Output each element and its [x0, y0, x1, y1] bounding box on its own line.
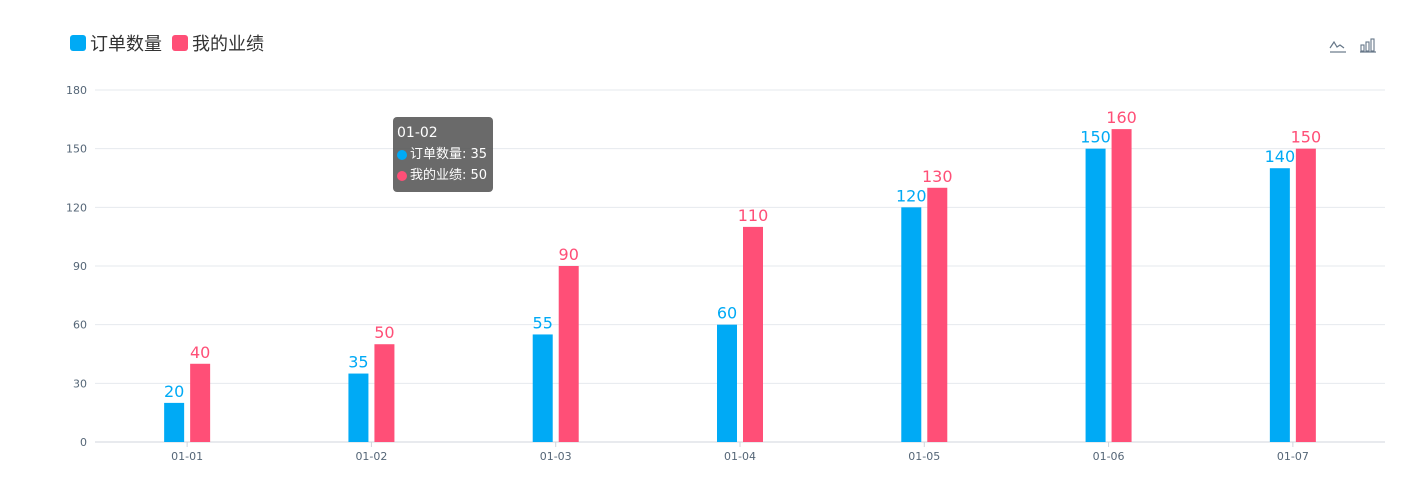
data-label: 55: [533, 313, 553, 332]
legend: 订单数量 我的业绩: [70, 30, 264, 56]
y-tick-label: 90: [73, 260, 87, 273]
legend-swatch-performance: [172, 35, 188, 51]
bar: [1111, 129, 1132, 442]
bar: [348, 373, 369, 442]
x-tick-label: 01-05: [908, 450, 940, 463]
y-tick-label: 60: [73, 319, 87, 332]
x-tick-label: 01-07: [1277, 450, 1309, 463]
data-label: 120: [896, 186, 927, 205]
data-label: 160: [1106, 108, 1137, 127]
tooltip-row-orders: 订单数量: 35: [397, 144, 487, 165]
data-label: 140: [1265, 147, 1296, 166]
tooltip-dot-orders: [397, 149, 407, 160]
bar: [532, 334, 553, 442]
data-label: 20: [164, 382, 184, 401]
tooltip-title: 01-02: [397, 125, 438, 141]
x-tick-label: 01-06: [1093, 450, 1125, 463]
data-label: 110: [738, 206, 769, 225]
bar: [558, 266, 579, 442]
tooltip-dot-performance: [397, 170, 407, 181]
y-tick-label: 30: [73, 377, 87, 390]
bar: [1085, 148, 1106, 442]
legend-item-orders[interactable]: 订单数量: [70, 30, 162, 56]
x-tick-label: 01-01: [171, 450, 203, 463]
legend-label-performance: 我的业绩: [192, 34, 264, 55]
tooltip-label-orders: 订单数量: 35: [410, 147, 488, 162]
line-chart-icon[interactable]: [1329, 36, 1347, 54]
data-label: 35: [348, 353, 368, 372]
data-label: 40: [190, 343, 210, 362]
y-tick-label: 0: [80, 436, 87, 449]
data-label: 50: [374, 323, 394, 342]
bar: [190, 363, 211, 442]
y-tick-label: 150: [66, 143, 87, 156]
bar: [717, 324, 737, 442]
data-label: 150: [1080, 128, 1111, 147]
bar: [1269, 168, 1290, 442]
data-label: 60: [717, 304, 737, 323]
x-tick-label: 01-04: [724, 450, 756, 463]
bar: [927, 187, 948, 442]
bar: [901, 207, 922, 442]
x-tick-label: 01-03: [540, 450, 572, 463]
legend-swatch-orders: [70, 35, 86, 51]
y-tick-label: 120: [66, 201, 87, 214]
bar: [374, 344, 395, 442]
bar-chart-icon[interactable]: [1359, 36, 1377, 54]
data-label: 90: [559, 245, 579, 264]
x-tick-label: 01-02: [355, 450, 387, 463]
tooltip-label-performance: 我的业绩: 50: [410, 168, 488, 183]
tooltip: 01-02 订单数量: 35 我的业绩: 50: [393, 117, 494, 192]
toolbox: [1329, 36, 1377, 54]
legend-label-orders: 订单数量: [90, 34, 162, 55]
bar: [743, 226, 763, 442]
tooltip-row-performance: 我的业绩: 50: [397, 165, 487, 186]
bar: [1295, 148, 1316, 442]
bar: [164, 402, 185, 442]
y-tick-label: 180: [66, 84, 87, 97]
data-label: 130: [922, 167, 953, 186]
legend-item-performance[interactable]: 我的业绩: [172, 30, 264, 56]
data-label: 150: [1291, 128, 1322, 147]
